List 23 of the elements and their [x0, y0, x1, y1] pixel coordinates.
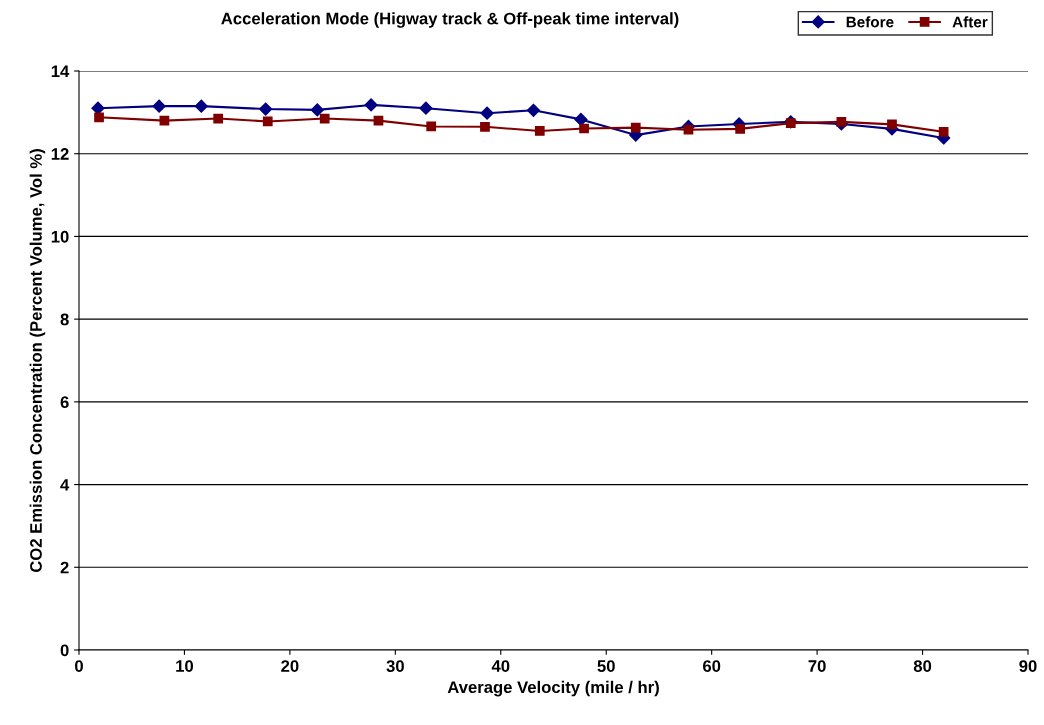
x-tick-label: 30: [386, 660, 404, 672]
y-tick-label: 6: [60, 396, 69, 409]
y-tick-label: 14: [51, 65, 70, 78]
x-tick-label: 10: [176, 660, 194, 672]
x-tick-label: 60: [703, 660, 721, 672]
y-tick-label: 0: [60, 644, 69, 657]
x-tick-label: 90: [1019, 660, 1037, 672]
legend-label: Before: [846, 16, 894, 28]
x-tick-label: 40: [491, 660, 510, 672]
y-axis-title: CO2 Emission Concentration (Percent Volume, Vol %): [29, 149, 46, 573]
x-tick-label: 0: [75, 660, 83, 672]
y-tick-label: 8: [60, 313, 69, 326]
x-tick-label: 80: [913, 660, 932, 672]
x-tick-label: 50: [597, 660, 615, 672]
x-tick-label: 20: [281, 660, 299, 672]
legend-label: After: [952, 16, 988, 28]
chart-title: Acceleration Mode (Higway track & Off-peak time interval): [221, 12, 679, 28]
y-tick-label: 12: [51, 148, 69, 160]
y-tick-label: 4: [60, 479, 70, 491]
x-tick-label: 70: [808, 660, 826, 672]
x-axis-title: Average Velocity (mile / hr): [447, 680, 659, 697]
y-tick-label: 10: [51, 230, 69, 243]
y-tick-label: 2: [60, 561, 69, 574]
